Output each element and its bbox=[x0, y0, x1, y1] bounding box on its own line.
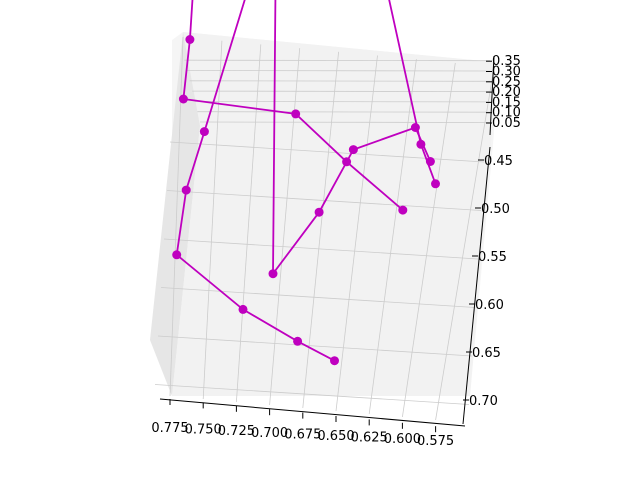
data-point bbox=[330, 356, 339, 365]
data-point bbox=[342, 157, 351, 166]
data-point bbox=[291, 109, 300, 118]
x-tick-label: 0.575 bbox=[417, 434, 454, 449]
data-point bbox=[200, 127, 209, 136]
data-point bbox=[431, 179, 440, 188]
data-point bbox=[269, 269, 278, 278]
data-point bbox=[293, 337, 302, 346]
y-tick-label: 0.55 bbox=[478, 250, 507, 265]
data-point bbox=[185, 35, 194, 44]
z-gridline bbox=[197, 112, 490, 113]
data-point bbox=[398, 206, 407, 215]
data-point bbox=[349, 145, 358, 154]
data-point bbox=[182, 186, 191, 195]
z-gridline bbox=[190, 81, 490, 82]
z-tick-labels: 0.050.100.150.200.250.300.35 bbox=[486, 54, 521, 131]
z-gridline bbox=[195, 101, 490, 102]
z-tick-label: 0.35 bbox=[492, 54, 521, 69]
x-tick-label: 0.600 bbox=[384, 432, 421, 447]
x-tick-label: 0.725 bbox=[218, 424, 255, 439]
data-point bbox=[416, 140, 425, 149]
data-point bbox=[315, 208, 324, 217]
y-tick-label: 0.65 bbox=[472, 346, 501, 361]
z-gridline bbox=[187, 71, 490, 72]
data-point bbox=[172, 250, 181, 259]
data-point bbox=[179, 95, 188, 104]
y-tick-label: 0.70 bbox=[469, 394, 498, 409]
x-tick-label: 0.750 bbox=[185, 423, 222, 438]
x-tick-label: 0.625 bbox=[351, 431, 388, 446]
x-tick-label: 0.775 bbox=[151, 421, 188, 436]
z-gridline bbox=[184, 60, 490, 61]
z-gridline bbox=[192, 91, 490, 92]
y-tick-label: 0.60 bbox=[475, 298, 504, 313]
y-tick-label: 0.50 bbox=[481, 202, 510, 217]
x-tick-label: 0.650 bbox=[317, 429, 354, 444]
data-point bbox=[239, 305, 248, 314]
z-gridline bbox=[200, 122, 490, 123]
bottom-pane bbox=[172, 126, 492, 396]
x-tick-label: 0.675 bbox=[284, 427, 321, 442]
y-tick-label: 0.45 bbox=[484, 154, 513, 169]
x-tick-label: 0.700 bbox=[251, 426, 288, 441]
